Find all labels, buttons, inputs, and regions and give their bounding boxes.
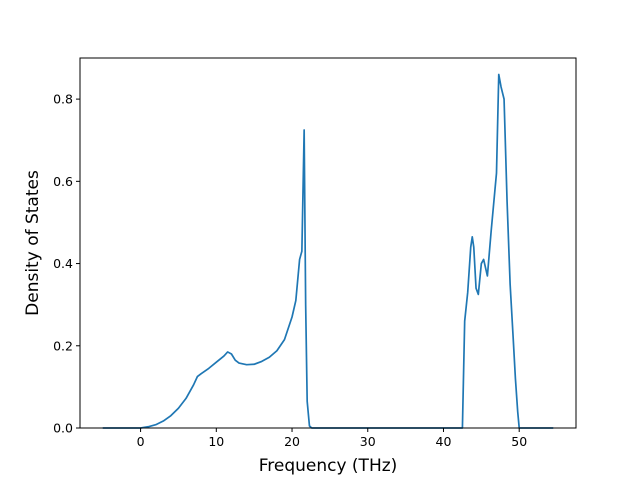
x-tick-label: 10 xyxy=(208,434,224,449)
x-tick-label: 0 xyxy=(137,434,145,449)
y-tick-label: 0.6 xyxy=(53,174,73,189)
x-tick-label: 20 xyxy=(284,434,300,449)
x-axis: 0 10 20 30 40 50 xyxy=(137,428,527,449)
y-tick-label: 0.4 xyxy=(53,256,73,271)
x-axis-label: Frequency (THz) xyxy=(259,456,398,476)
x-tick-label: 50 xyxy=(511,434,527,449)
x-tick-label: 30 xyxy=(360,434,376,449)
y-tick-label: 0.0 xyxy=(53,421,73,436)
y-tick-label: 0.8 xyxy=(53,92,73,107)
y-tick-label: 0.2 xyxy=(53,338,73,353)
x-tick-label: 40 xyxy=(436,434,452,449)
series-layer xyxy=(102,73,554,429)
dos-series-line-0 xyxy=(102,73,554,429)
y-axis-label: Density of States xyxy=(23,170,43,316)
y-axis: 0.0 0.2 0.4 0.6 0.8 xyxy=(53,92,80,436)
plot-frame xyxy=(79,57,577,429)
